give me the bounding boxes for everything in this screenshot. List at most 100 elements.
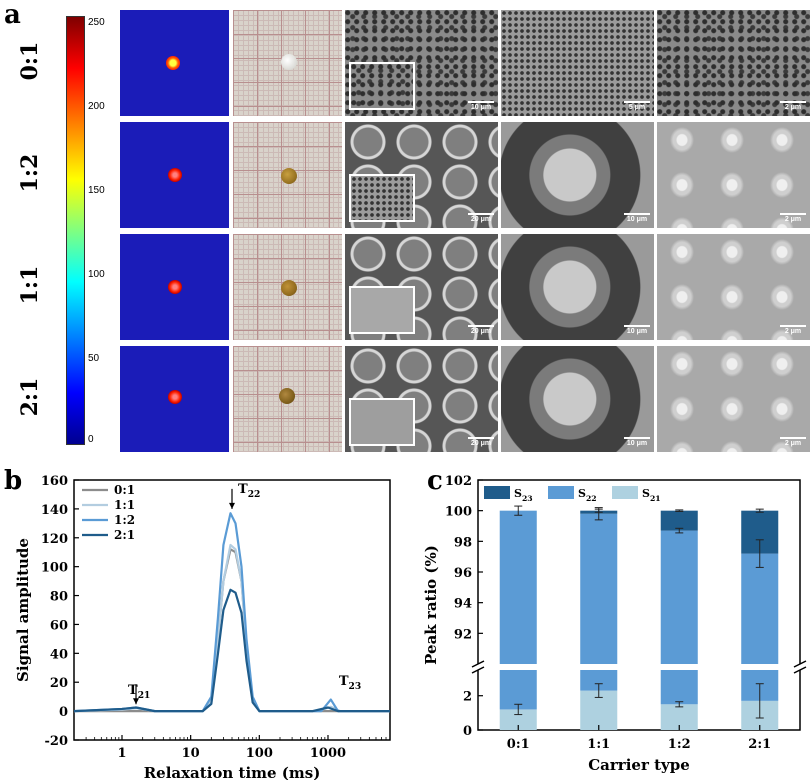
scale-bar: 20 μm bbox=[468, 437, 494, 447]
sem-overview: 10 μm bbox=[345, 10, 498, 116]
sem-medium: 10 μm bbox=[501, 234, 654, 340]
hotspot bbox=[166, 56, 180, 70]
bar-s22-upper bbox=[741, 553, 779, 664]
y-tick-label: 92 bbox=[454, 627, 472, 642]
colorbar-tick: 0 bbox=[88, 434, 94, 445]
scale-bar: 10 μm bbox=[468, 101, 494, 111]
scale-bar-label: 20 μm bbox=[470, 216, 492, 223]
scale-bar: 20 μm bbox=[468, 213, 494, 223]
row-label-1-2: 1:2 bbox=[17, 153, 43, 193]
row-label-0-1: 0:1 bbox=[17, 41, 43, 81]
annotation-arrowhead bbox=[133, 698, 140, 705]
bar-s22-lower bbox=[499, 670, 537, 710]
bead-photo bbox=[233, 10, 342, 116]
x-tick-label: 100 bbox=[246, 746, 273, 761]
y-tick-label: 40 bbox=[50, 647, 68, 662]
x-axis-label: Relaxation time (ms) bbox=[144, 764, 321, 780]
bar-s22-lower bbox=[660, 670, 698, 705]
scale-bar: 10 μm bbox=[624, 213, 650, 223]
annotation-arrowhead bbox=[229, 502, 235, 509]
row-label-1-1: 1:1 bbox=[17, 265, 43, 305]
sem-overview: 20 μm bbox=[345, 346, 498, 452]
y-tick-label: 2 bbox=[463, 690, 472, 705]
sem-overview: 20 μm bbox=[345, 122, 498, 228]
legend-swatch bbox=[484, 486, 510, 499]
sem-high: 2 μm bbox=[657, 10, 810, 116]
sem-medium: 5 μm bbox=[501, 10, 654, 116]
y-axis-label: Signal amplitude bbox=[14, 538, 32, 682]
hotspot bbox=[168, 390, 182, 404]
axis-break-mark bbox=[471, 666, 485, 674]
y-tick-label: 80 bbox=[50, 590, 68, 605]
legend-swatch bbox=[612, 486, 638, 499]
thermal-image bbox=[120, 234, 229, 340]
scale-bar-label: 10 μm bbox=[470, 104, 492, 111]
sem-medium: 10 μm bbox=[501, 346, 654, 452]
colorbar-tick: 50 bbox=[88, 353, 100, 364]
legend-label: S22 bbox=[578, 487, 597, 503]
scale-bar-label: 2 μm bbox=[784, 328, 802, 335]
scale-bar: 20 μm bbox=[468, 325, 494, 335]
y-tick-label: 0 bbox=[463, 724, 472, 739]
scale-bar: 10 μm bbox=[624, 437, 650, 447]
scale-bar-label: 20 μm bbox=[470, 328, 492, 335]
bar-s23-upper bbox=[660, 510, 698, 531]
scale-bar: 2 μm bbox=[780, 213, 806, 223]
y-tick-label: 20 bbox=[50, 676, 68, 691]
legend-label: 2:1 bbox=[114, 528, 135, 542]
hotspot bbox=[168, 168, 182, 182]
sem-inset bbox=[349, 174, 415, 222]
thermal-image bbox=[120, 122, 229, 228]
colorbar-tick: 150 bbox=[88, 185, 105, 196]
y-tick-label: 100 bbox=[41, 561, 68, 576]
sem-inset bbox=[349, 62, 415, 110]
bead bbox=[281, 280, 297, 296]
scale-bar: 2 μm bbox=[780, 325, 806, 335]
legend-label: S23 bbox=[514, 487, 533, 503]
scale-bar: 5 μm bbox=[624, 101, 650, 111]
colorbar-tick: 100 bbox=[88, 269, 105, 280]
x-tick-label: 1:1 bbox=[587, 737, 610, 752]
panel-c-letter: c bbox=[427, 466, 443, 496]
scale-bar: 10 μm bbox=[624, 325, 650, 335]
sem-inset bbox=[349, 286, 415, 334]
bead-photo bbox=[233, 346, 342, 452]
x-tick-label: 2:1 bbox=[748, 737, 771, 752]
bar-s22-upper bbox=[499, 510, 537, 664]
legend-label: S21 bbox=[642, 487, 661, 503]
scale-bar-label: 2 μm bbox=[784, 216, 802, 223]
series-line-2-1 bbox=[73, 588, 390, 713]
bar-s22-lower bbox=[580, 670, 618, 691]
scale-bar-label: 10 μm bbox=[626, 216, 648, 223]
y-tick-label: 0 bbox=[59, 705, 68, 720]
x-tick-label: 10 bbox=[182, 746, 200, 761]
bead bbox=[281, 168, 297, 184]
bead bbox=[281, 54, 297, 70]
x-tick-label: 1:2 bbox=[668, 737, 691, 752]
panel-b-letter: b bbox=[4, 466, 23, 496]
scale-bar-label: 20 μm bbox=[470, 440, 492, 447]
panel-a-letter: a bbox=[4, 0, 21, 30]
y-tick-label: 102 bbox=[445, 474, 472, 489]
y-tick-label: 98 bbox=[454, 535, 472, 550]
x-tick-label: 1000 bbox=[310, 746, 346, 761]
x-axis-label: Carrier type bbox=[588, 756, 690, 774]
sem-high: 2 μm bbox=[657, 122, 810, 228]
legend-label: 1:2 bbox=[114, 513, 135, 527]
axis-break-gap bbox=[472, 664, 806, 670]
sem-high: 2 μm bbox=[657, 234, 810, 340]
scale-bar: 2 μm bbox=[780, 101, 806, 111]
y-tick-label: 100 bbox=[445, 505, 472, 520]
thermal-image bbox=[120, 10, 229, 116]
scale-bar: 2 μm bbox=[780, 437, 806, 447]
scale-bar-label: 10 μm bbox=[626, 328, 648, 335]
bead bbox=[279, 388, 295, 404]
chart-b: -20 0 20 40 60 80 100 120 140 160 1 10 100 1000 Relaxa… bbox=[14, 474, 391, 780]
annotation-label: T21 bbox=[128, 683, 150, 701]
colorbar-tick: 250 bbox=[88, 17, 105, 28]
y-tick-label: 96 bbox=[454, 566, 472, 581]
sem-inset bbox=[349, 398, 415, 446]
axis-break-mark bbox=[471, 660, 485, 668]
colorbar bbox=[66, 16, 85, 445]
y-tick-label: 160 bbox=[41, 474, 68, 489]
